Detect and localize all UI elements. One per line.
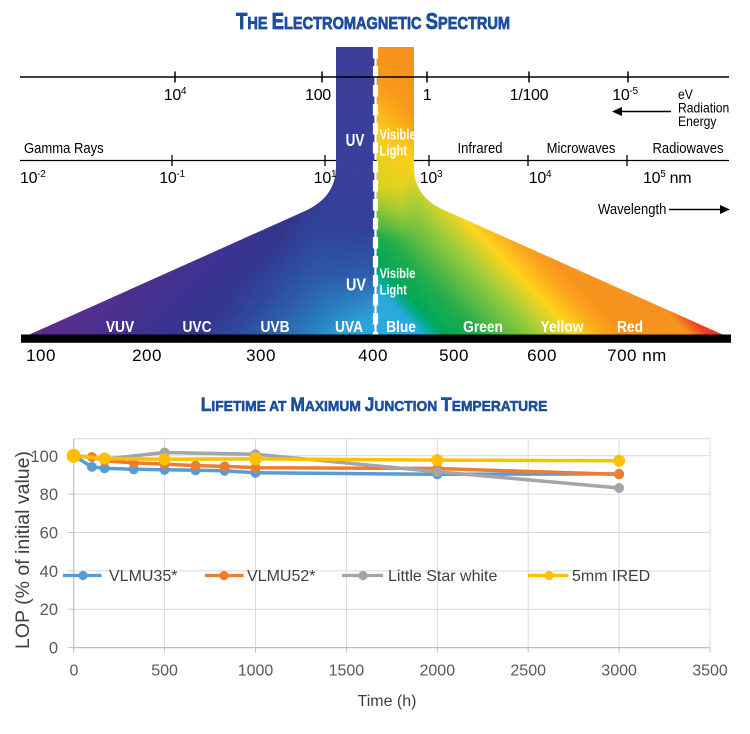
svg-text:3500: 3500 [692, 663, 728, 680]
svg-text:Little Star white: Little Star white [388, 568, 497, 585]
svg-text:UV: UV [346, 275, 366, 295]
svg-text:100: 100 [30, 448, 58, 466]
svg-text:Radiation: Radiation [678, 100, 729, 116]
svg-text:1/100: 1/100 [510, 87, 549, 104]
svg-text:80: 80 [40, 486, 58, 504]
svg-text:3000: 3000 [601, 663, 637, 680]
svg-text:Gamma Rays: Gamma Rays [24, 140, 104, 156]
svg-text:Light: Light [380, 142, 408, 159]
svg-text:104: 104 [529, 169, 552, 187]
svg-text:500: 500 [439, 346, 469, 365]
svg-text:500: 500 [151, 663, 178, 680]
svg-text:0: 0 [70, 663, 79, 680]
svg-text:5mm IRED: 5mm IRED [572, 568, 650, 585]
svg-text:100: 100 [305, 87, 331, 104]
svg-text:1500: 1500 [329, 663, 365, 680]
svg-text:20: 20 [40, 601, 58, 619]
svg-text:Red: Red [617, 319, 643, 336]
svg-text:Infrared: Infrared [458, 140, 503, 156]
svg-text:Visible: Visible [380, 266, 416, 281]
svg-text:10-5: 10-5 [612, 86, 638, 104]
svg-text:Energy: Energy [678, 113, 717, 129]
svg-text:Visible: Visible [380, 126, 416, 143]
svg-text:VUV: VUV [106, 319, 135, 336]
svg-text:Green: Green [463, 319, 503, 336]
svg-text:LOP (% of initial value): LOP (% of initial value) [12, 451, 34, 649]
svg-text:60: 60 [40, 525, 58, 543]
svg-text:THE ELECTROMAGNETIC SPECTRUM: THE ELECTROMAGNETIC SPECTRUM [236, 9, 510, 34]
svg-text:Time (h): Time (h) [358, 693, 417, 710]
svg-text:300: 300 [246, 346, 276, 365]
svg-text:LIFETIME AT MAXIMUM JUNCTION T: LIFETIME AT MAXIMUM JUNCTION TEMPERATURE [201, 393, 548, 415]
svg-text:400: 400 [358, 346, 388, 365]
svg-text:600: 600 [527, 346, 557, 365]
svg-text:40: 40 [40, 563, 58, 581]
svg-text:Wavelength: Wavelength [598, 201, 666, 217]
svg-text:Light: Light [380, 282, 408, 297]
svg-text:105 nm: 105 nm [643, 169, 691, 187]
svg-text:Yellow: Yellow [541, 319, 584, 336]
svg-text:10-1: 10-1 [159, 169, 185, 187]
svg-text:UVA: UVA [335, 319, 363, 336]
svg-text:UV: UV [346, 131, 365, 150]
svg-text:VLMU35*: VLMU35* [109, 568, 177, 585]
svg-text:0: 0 [49, 640, 58, 658]
svg-text:UVB: UVB [260, 319, 289, 336]
svg-text:Microwaves: Microwaves [547, 140, 616, 156]
svg-text:2500: 2500 [510, 663, 546, 680]
svg-text:1: 1 [423, 87, 432, 104]
svg-text:104: 104 [164, 86, 187, 104]
svg-text:100: 100 [26, 346, 56, 365]
svg-text:2000: 2000 [420, 663, 456, 680]
svg-text:10-2: 10-2 [20, 169, 46, 187]
svg-text:200: 200 [132, 346, 162, 365]
svg-text:Blue: Blue [386, 319, 416, 336]
svg-text:UVC: UVC [182, 319, 211, 336]
svg-text:eV: eV [678, 86, 693, 102]
svg-text:103: 103 [420, 169, 443, 187]
svg-text:Radiowaves: Radiowaves [652, 140, 723, 156]
svg-text:1000: 1000 [238, 663, 274, 680]
svg-text:VLMU52*: VLMU52* [247, 568, 315, 585]
svg-text:700 nm: 700 nm [607, 346, 667, 365]
